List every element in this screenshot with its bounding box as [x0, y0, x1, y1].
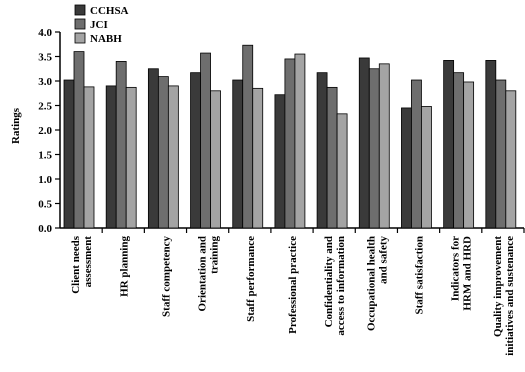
x-category-label: HR planning — [118, 236, 130, 297]
bar-nabh — [463, 81, 475, 229]
y-tick-label: 1.5 — [38, 150, 52, 162]
legend-swatch-cchsa — [74, 4, 86, 16]
y-tick-label: 2.0 — [38, 125, 52, 137]
bar-jci — [284, 58, 296, 229]
bar-nabh — [294, 53, 306, 229]
bar-jci — [242, 44, 254, 229]
y-axis-label: Ratings — [10, 107, 22, 144]
bar-nabh — [125, 86, 137, 229]
bar-jci — [326, 86, 338, 229]
x-category-label: Client needs — [70, 235, 82, 293]
x-category-label: Staff performance — [245, 236, 257, 322]
bar-nabh — [421, 106, 432, 229]
legend-label-cchsa: CCHSA — [90, 5, 129, 17]
legend-label-nabh: NABH — [90, 33, 122, 45]
x-category-label: Professional practice — [287, 236, 299, 334]
legend-label-jci: JCI — [90, 19, 108, 31]
x-category-label: and safety — [377, 236, 389, 284]
x-category-label: assessment — [82, 236, 94, 288]
bar-cchsa — [105, 85, 117, 229]
y-tick-label: 0.5 — [38, 199, 52, 211]
x-axis-categories: Client needs assessment HR planning Staff c… — [70, 228, 525, 356]
bar-cchsa — [401, 107, 412, 229]
bar-nabh — [378, 63, 390, 229]
x-category-label: access to information — [335, 236, 347, 336]
y-tick-label: 2.5 — [38, 101, 52, 113]
bar-cchsa — [358, 57, 370, 229]
x-category-label: Quality improvement — [492, 236, 504, 337]
bar-jci — [115, 61, 127, 229]
bar-cchsa — [316, 72, 328, 229]
bar-nabh — [167, 85, 179, 229]
bar-jci — [411, 79, 422, 229]
x-category-label: Confidentiality and — [323, 236, 335, 327]
y-axis-ticks: 0.0 0.5 1.0 1.5 2.0 2.5 3.0 3.5 4.0 — [38, 27, 60, 235]
bar-jci — [495, 79, 507, 229]
bar-nabh — [252, 87, 264, 229]
bar-cchsa — [232, 79, 244, 229]
legend: CCHSA JCI NABH — [74, 4, 129, 45]
bar-nabh — [505, 90, 517, 229]
bar-cchsa — [63, 79, 75, 229]
x-category-label: Staff competency — [160, 236, 172, 317]
bar-cchsa — [274, 94, 286, 229]
y-tick-label: 1.0 — [38, 174, 52, 186]
x-category-label: Staff satisfaction — [414, 236, 426, 315]
bars — [63, 44, 517, 229]
bar-cchsa — [147, 68, 159, 229]
bar-jci — [157, 76, 169, 229]
y-tick-label: 3.0 — [38, 76, 52, 88]
legend-swatch-nabh — [74, 32, 86, 44]
bar-nabh — [83, 86, 95, 229]
x-category-label: HRM and HRD — [462, 236, 474, 311]
y-tick-label: 3.5 — [38, 52, 52, 64]
bar-cchsa — [485, 60, 497, 229]
x-category-label: initiatives and sustenance — [504, 236, 516, 356]
bar-jci — [200, 52, 211, 229]
bar-nabh — [336, 113, 348, 229]
x-category-label: Indicators for — [450, 236, 462, 301]
bar-cchsa — [190, 72, 201, 229]
x-category-label: Occupational health — [365, 236, 377, 331]
y-tick-label: 0.0 — [38, 223, 52, 235]
y-tick-label: 4.0 — [38, 27, 52, 39]
bar-cchsa — [443, 60, 455, 229]
legend-swatch-jci — [74, 18, 86, 30]
x-category-label: Orientation and — [197, 236, 209, 311]
bar-nabh — [210, 90, 221, 229]
bar-jci — [368, 68, 380, 229]
bar-jci — [453, 72, 465, 229]
x-category-label: training — [209, 236, 221, 274]
bar-jci — [73, 51, 85, 229]
